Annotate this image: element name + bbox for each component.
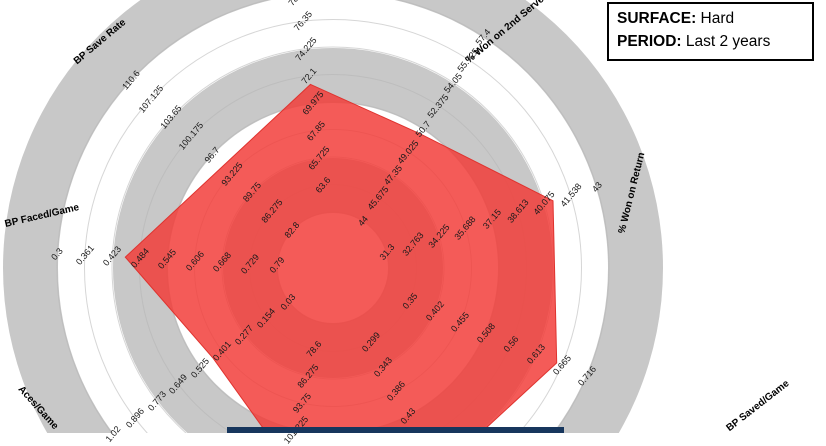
radar-chart: 63.665.72567.8569.97572.174.22576.3578.4…: [3, 0, 814, 446]
legend-surface-value: Hard: [700, 10, 735, 27]
legend-period-label: PERIOD:: [617, 33, 686, 51]
cropped-bottom-element: [227, 427, 564, 433]
gridline-circle: [56, 0, 610, 433]
series-polygon: [124, 83, 558, 433]
radar-grid-svg: [3, 0, 663, 433]
gridline-circle: [84, 19, 582, 433]
legend-surface-row: SURFACE: Hard: [617, 7, 802, 30]
legend-period-value: Last 2 years: [685, 33, 771, 51]
legend-surface-label: SURFACE:: [617, 10, 701, 27]
legend-box: SURFACE: Hard PERIOD: Last 2 years: [607, 2, 814, 61]
legend-period-row: PERIOD: Last 2 years: [617, 30, 802, 53]
